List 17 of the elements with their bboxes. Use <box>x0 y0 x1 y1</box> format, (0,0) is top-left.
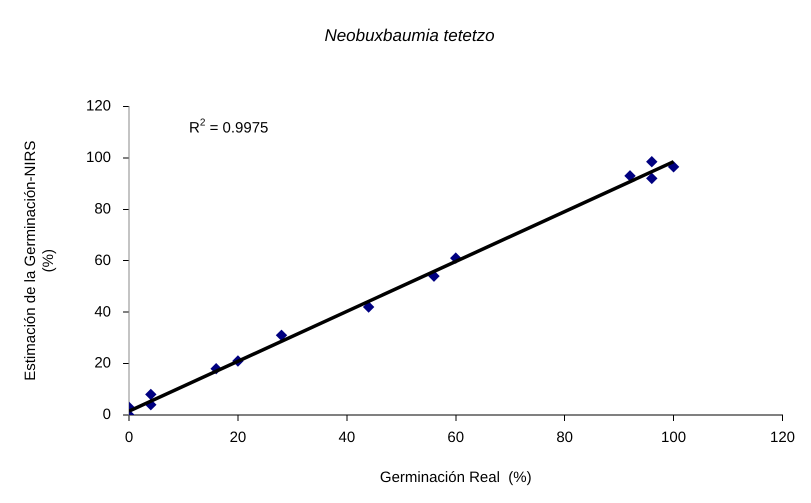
x-axis-title: Germinación Real (%) <box>380 469 532 486</box>
chart-title: Neobuxbaumia tetetzo <box>324 26 495 45</box>
x-tick-label: 0 <box>124 429 134 446</box>
y-tick-label: 0 <box>102 406 112 424</box>
x-tick-label: 40 <box>338 429 356 446</box>
x-tick-label: 80 <box>556 429 574 446</box>
y-tick-label: 20 <box>94 354 112 372</box>
y-axis-title: Estimación de la Germinación-NIRS (%) <box>22 140 58 381</box>
y-tick-label: 80 <box>94 200 112 218</box>
x-tick-label: 120 <box>770 429 795 446</box>
y-tick-label: 40 <box>94 303 112 320</box>
x-tick-label: 20 <box>230 429 246 446</box>
x-tick-label: 100 <box>661 429 686 446</box>
y-tick-label: 120 <box>86 98 112 115</box>
y-tick-label: 60 <box>94 252 112 269</box>
y-tick-label: 100 <box>86 148 112 166</box>
x-tick-label: 60 <box>447 429 464 446</box>
